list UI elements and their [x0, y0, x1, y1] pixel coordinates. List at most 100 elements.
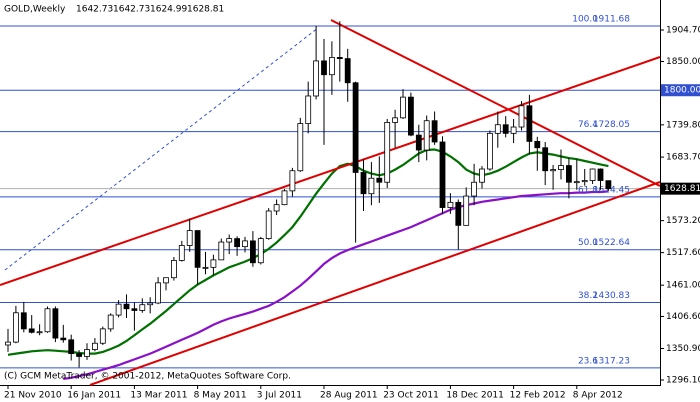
candle-body [194, 230, 201, 268]
price-label-box [661, 182, 700, 195]
x-tick-label: 18 Dec 2011 [446, 391, 504, 401]
y-tick-label: 1683.70 [666, 153, 700, 163]
candle-body [352, 82, 359, 173]
x-tick-label: 21 Nov 2010 [4, 391, 62, 401]
header-ohlc: 1642.73 [76, 5, 113, 15]
candle-body [344, 58, 351, 84]
resistance-line [330, 19, 661, 187]
x-tick-label: 13 Mar 2011 [130, 391, 187, 401]
fib-ratio-label: 61.8 [578, 185, 598, 195]
candle-body [92, 342, 98, 350]
candle-body [407, 96, 414, 136]
candle-body [242, 240, 248, 248]
candle-body [376, 177, 383, 183]
moving-average [63, 190, 609, 380]
x-tick-label: 28 Aug 2011 [320, 391, 378, 401]
candle-body [36, 331, 43, 334]
candle-body [5, 341, 11, 346]
candle-body [163, 277, 169, 284]
candle-body [486, 132, 493, 170]
fib-ratio-label: 38.2 [578, 291, 598, 301]
candle-body [186, 230, 193, 246]
fib-price-label: 1430.83 [593, 291, 630, 301]
candle-body [313, 60, 320, 97]
candle-body [431, 120, 438, 143]
current-price-label: 1628.81 [664, 184, 700, 194]
header-ohlc: 1628.81 [187, 5, 224, 15]
candle-body [123, 303, 130, 310]
candle-body [257, 238, 264, 264]
fib-price-label: 1911.68 [593, 15, 630, 25]
candle-body [281, 190, 288, 206]
candle-body [249, 240, 256, 264]
candle-body [336, 57, 343, 59]
candle-body [107, 314, 114, 330]
candle-body [400, 96, 406, 119]
candle-body [589, 168, 596, 181]
candle-body [384, 122, 391, 183]
fib-price-label: 1614.45 [593, 185, 630, 195]
candle-body [494, 124, 501, 134]
candle-body [597, 168, 604, 181]
candle-body [226, 238, 233, 243]
candle-body [526, 105, 533, 142]
candle-body [170, 260, 177, 279]
candle-body [84, 349, 90, 357]
candle-body [542, 147, 549, 172]
candle-body [415, 134, 422, 151]
candle-body [12, 312, 19, 343]
candle-body [479, 168, 485, 183]
candle-body [447, 201, 454, 208]
candle-body [147, 302, 154, 306]
candle-body [178, 245, 185, 261]
candle-body [423, 120, 430, 151]
x-tick-label: 16 Jan 2011 [67, 391, 121, 401]
x-tick-label: 8 May 2011 [194, 391, 247, 401]
hline-label-box [661, 84, 700, 97]
y-tick-label: 1573.20 [666, 216, 700, 226]
candle-body [76, 353, 82, 357]
candle-body [210, 259, 217, 268]
candle-body [52, 308, 59, 339]
y-tick-label: 1850.00 [666, 57, 700, 67]
candle-body [115, 303, 122, 316]
candle-body [155, 282, 162, 304]
candle-body [202, 266, 209, 269]
candle-body [534, 141, 541, 149]
candle-body [566, 165, 572, 183]
chart-title: GOLD,Weekly [4, 5, 66, 15]
copyright: (C) GCM MetaTrader, © 2001-2012, MetaQuo… [4, 372, 291, 382]
y-tick-label: 1296.10 [666, 375, 700, 385]
x-tick-label: 23 Oct 2011 [383, 391, 439, 401]
candle-body [60, 337, 67, 341]
candle-body [550, 169, 556, 172]
x-tick-label: 3 Jul 2011 [257, 391, 302, 401]
candle-body [471, 181, 478, 197]
x-tick-label: 8 Apr 2012 [573, 391, 623, 401]
candle-body [360, 172, 367, 195]
fib-price-label: 1522.64 [593, 238, 630, 248]
candle-body [139, 304, 146, 311]
y-tick-label: 1904.70 [666, 26, 700, 36]
candle-body [328, 57, 335, 76]
channel-upper-line [0, 56, 661, 286]
candle-body [368, 177, 375, 195]
y-tick-label: 1406.60 [666, 312, 700, 322]
candle-body [558, 165, 564, 170]
candle-body [502, 124, 509, 134]
candle-body [518, 105, 525, 128]
fib-price-label: 1728.05 [593, 120, 630, 130]
candle-body [265, 210, 272, 239]
header-ohlc: 1642.73 [113, 5, 150, 15]
candle-body [455, 201, 462, 226]
header-ohlc: 1624.99 [150, 5, 187, 15]
fib-ratio-label: 50.0 [578, 238, 598, 248]
hline-label: 1800.00 [664, 86, 700, 96]
fib-price-label: 1317.23 [593, 356, 630, 366]
candle-body [44, 308, 51, 333]
fib-ratio-label: 76.4 [578, 120, 598, 130]
y-tick-label: 1739.80 [666, 120, 700, 130]
candle-body [581, 180, 588, 183]
candle-body [289, 170, 296, 192]
